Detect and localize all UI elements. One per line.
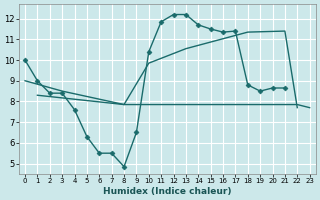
X-axis label: Humidex (Indice chaleur): Humidex (Indice chaleur) bbox=[103, 187, 232, 196]
